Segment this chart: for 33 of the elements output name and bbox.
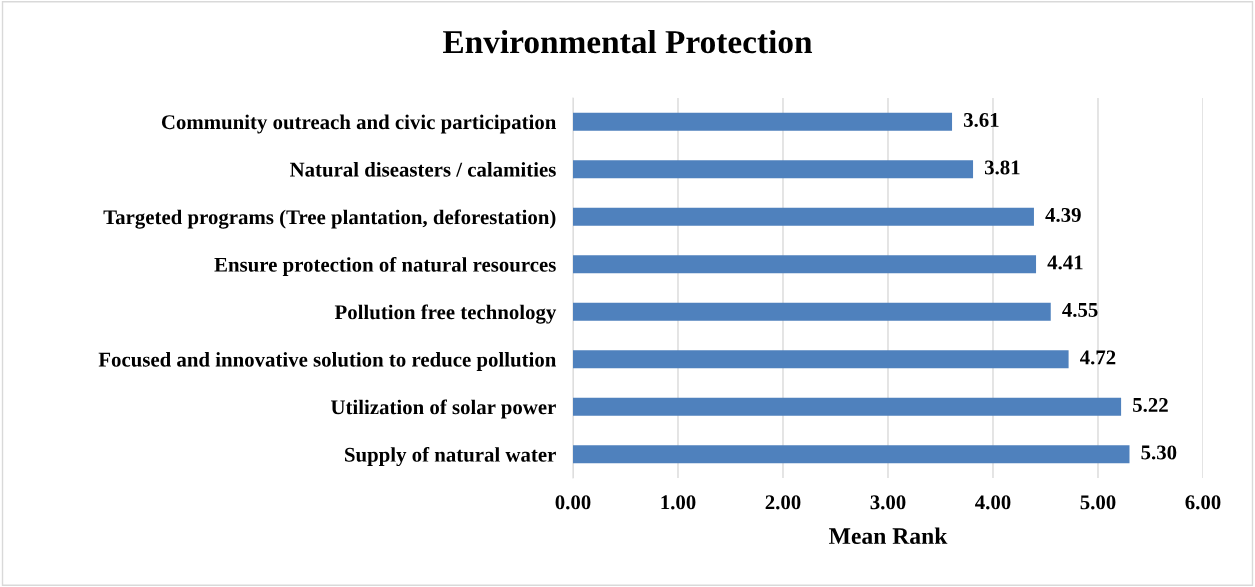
bar [573,112,953,131]
x-axis-title: Mean Rank [829,527,948,545]
data-label: 5.30 [1141,445,1177,460]
y-tick-label: Natural diseasters / calamities [289,162,556,177]
bar [573,350,1069,369]
x-tick-label: 0.00 [555,495,591,510]
y-tick-label: Utilization of solar power [330,399,556,419]
data-label: 4.39 [1045,207,1081,223]
x-tick-label: 4.00 [975,495,1011,510]
data-label: 3.81 [984,160,1020,175]
x-tick-label: 6.00 [1185,495,1221,510]
y-tick-label: Targeted programs (Tree plantation, deforestation) [103,209,556,229]
data-label: 3.61 [963,112,999,128]
bar [573,445,1130,464]
x-tick-label: 2.00 [765,495,801,510]
chart-title: Environmental Protection [443,29,813,54]
data-label: 4.55 [1062,303,1098,318]
y-tick-label: Focused and innovative solution to reduce pollution [98,352,557,371]
bar [573,207,1034,226]
x-tick-label: 5.00 [1080,495,1116,510]
data-label: 4.41 [1047,255,1083,270]
y-tick-label: Supply of natural water [345,446,556,467]
data-label: 5.22 [1133,397,1168,413]
bar [573,255,1037,274]
x-tick-label: 3.00 [870,495,906,510]
y-tick-label: Community outreach and civic participation [161,114,557,134]
data-label: 4.72 [1080,350,1116,365]
bar [573,397,1122,416]
y-tick-label: Ensure protection of natural resources [214,256,556,277]
bar [573,160,974,179]
y-tick-label: Pollution free technology [334,304,557,324]
x-tick-label: 1.00 [661,495,696,510]
bar [573,302,1051,321]
